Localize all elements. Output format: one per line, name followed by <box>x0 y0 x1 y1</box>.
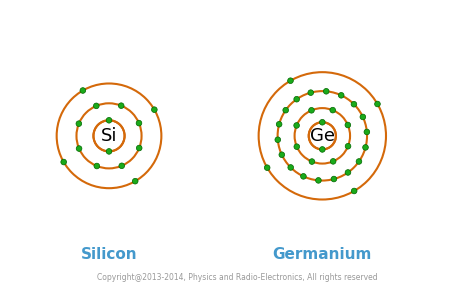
Ellipse shape <box>363 145 368 150</box>
Ellipse shape <box>118 103 124 108</box>
Ellipse shape <box>294 97 300 102</box>
Ellipse shape <box>309 108 314 113</box>
Ellipse shape <box>330 158 336 164</box>
Ellipse shape <box>319 119 325 125</box>
Ellipse shape <box>294 123 300 128</box>
Ellipse shape <box>331 176 337 182</box>
Text: Si: Si <box>101 127 117 145</box>
Ellipse shape <box>80 88 86 93</box>
Ellipse shape <box>323 89 329 94</box>
Ellipse shape <box>276 121 282 127</box>
Ellipse shape <box>351 101 357 107</box>
Ellipse shape <box>356 159 362 164</box>
Ellipse shape <box>94 163 100 169</box>
Ellipse shape <box>301 173 306 179</box>
Text: Silicon: Silicon <box>81 247 137 262</box>
Ellipse shape <box>374 101 380 107</box>
Text: Ge: Ge <box>310 127 335 145</box>
Ellipse shape <box>283 107 289 113</box>
Ellipse shape <box>294 144 300 149</box>
Ellipse shape <box>106 149 112 154</box>
Ellipse shape <box>119 163 125 169</box>
Ellipse shape <box>288 78 293 83</box>
Ellipse shape <box>61 159 66 165</box>
Ellipse shape <box>316 177 321 183</box>
Ellipse shape <box>364 129 370 135</box>
Ellipse shape <box>76 121 82 127</box>
Ellipse shape <box>137 145 142 151</box>
Text: Germanium: Germanium <box>273 247 372 262</box>
Ellipse shape <box>76 146 82 151</box>
Ellipse shape <box>136 120 142 126</box>
Ellipse shape <box>275 137 281 143</box>
Text: Copyright@2013-2014, Physics and Radio-Electronics, All rights reserved: Copyright@2013-2014, Physics and Radio-E… <box>97 273 377 282</box>
Ellipse shape <box>264 165 270 170</box>
Ellipse shape <box>106 117 112 123</box>
Ellipse shape <box>309 159 315 164</box>
Ellipse shape <box>360 114 365 120</box>
Ellipse shape <box>319 147 325 152</box>
Ellipse shape <box>152 107 157 113</box>
Ellipse shape <box>330 107 336 113</box>
Ellipse shape <box>351 188 357 194</box>
Ellipse shape <box>132 178 138 184</box>
Ellipse shape <box>308 90 314 95</box>
Ellipse shape <box>288 165 293 170</box>
Ellipse shape <box>345 170 351 175</box>
Ellipse shape <box>345 143 351 149</box>
Ellipse shape <box>338 93 344 98</box>
Ellipse shape <box>279 152 284 158</box>
Ellipse shape <box>93 103 99 109</box>
Ellipse shape <box>345 122 351 128</box>
